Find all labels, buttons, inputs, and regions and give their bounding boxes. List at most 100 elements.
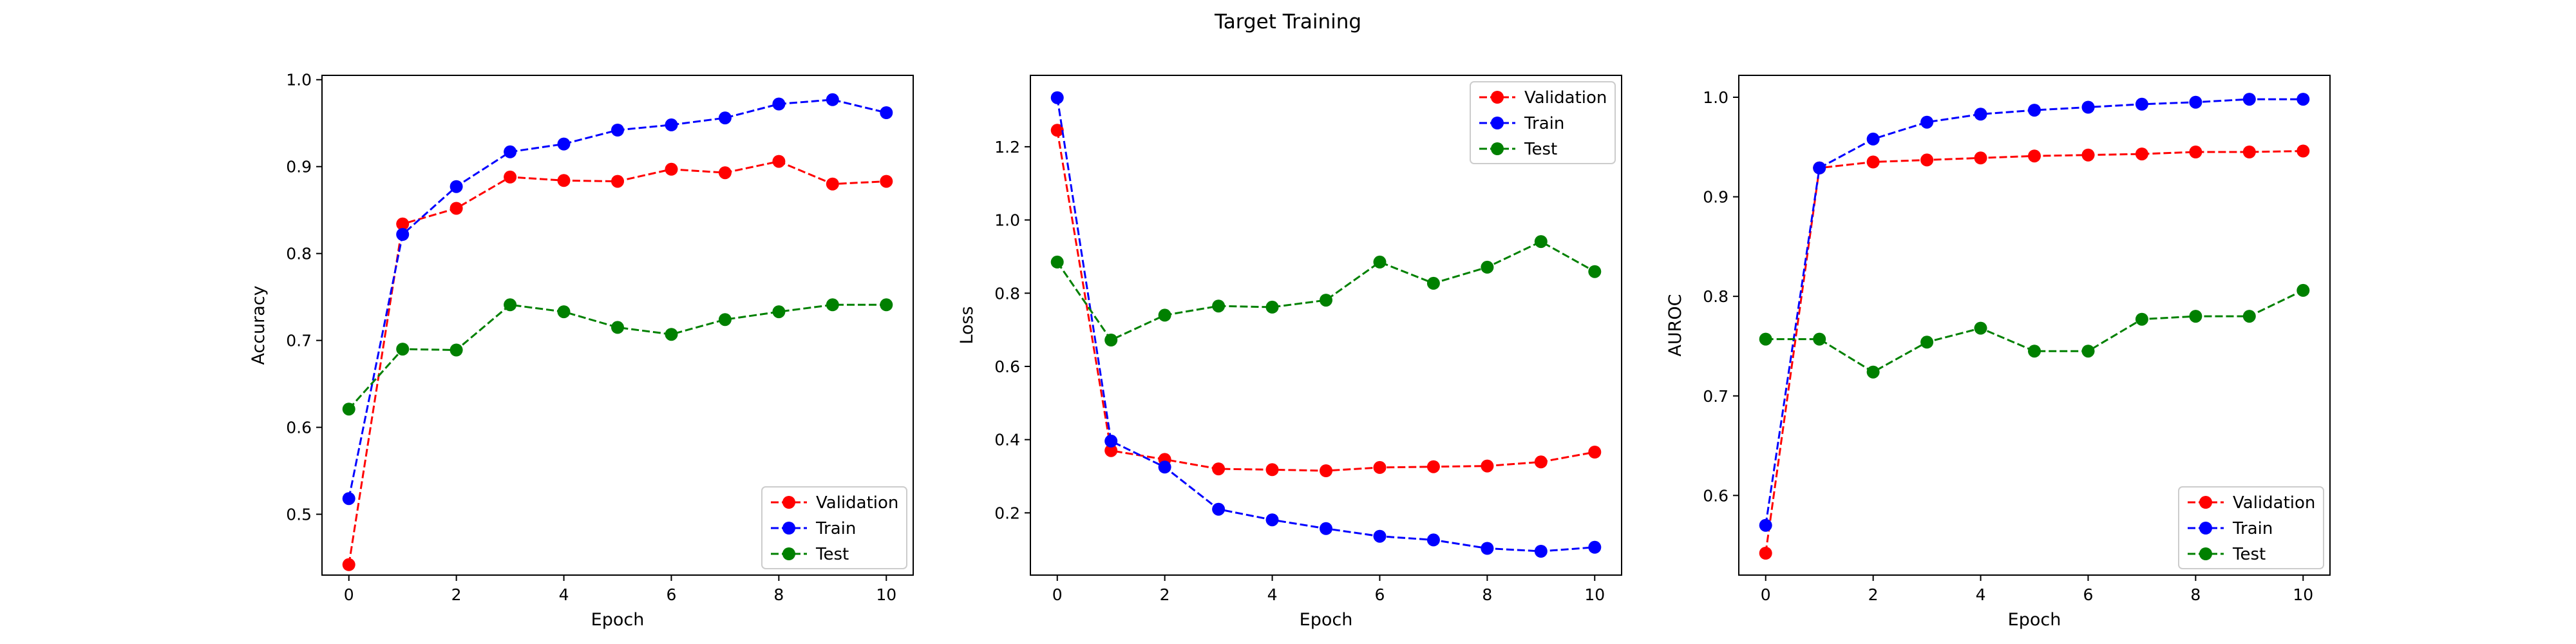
legend-label: Train	[1524, 114, 1564, 133]
data-point	[718, 313, 732, 327]
x-tick-label: 4	[1976, 585, 1986, 604]
data-point	[2242, 310, 2256, 323]
y-axis-label: AUROC	[1665, 294, 1685, 356]
data-point	[1265, 513, 1279, 527]
data-point	[557, 174, 571, 187]
data-point	[718, 111, 732, 125]
legend-label: Validation	[2233, 493, 2315, 513]
y-tick-label: 0.5	[286, 506, 312, 524]
data-point	[1588, 265, 1602, 278]
data-point	[611, 124, 624, 137]
data-point	[1050, 91, 1064, 104]
data-point	[450, 343, 463, 357]
data-point	[1104, 444, 1118, 457]
legend-marker	[1491, 142, 1504, 155]
data-point	[611, 321, 624, 334]
x-tick-label: 6	[667, 585, 677, 604]
data-point	[1320, 464, 1332, 477]
x-tick-label: 8	[773, 585, 784, 604]
subplot-2: 0 2 4 6 8 10 0.6 0.7 0.8 0.9 1.0 Epoch AUROC Validati…	[1665, 75, 2331, 630]
y-tick-label: 0.8	[994, 284, 1020, 303]
axes-frame	[321, 75, 914, 576]
legend-marker	[782, 547, 795, 560]
data-point	[826, 298, 839, 312]
y-tick-label: 0.8	[1703, 287, 1728, 306]
data-point	[1481, 260, 1494, 274]
x-tick-label: 10	[1584, 585, 1605, 604]
y-tick-label: 0.8	[286, 245, 312, 263]
data-point	[2297, 93, 2310, 106]
legend-label: Test	[1524, 140, 1557, 159]
data-point	[1813, 332, 1826, 346]
data-point	[772, 305, 786, 319]
data-point	[1373, 255, 1387, 269]
data-point	[1104, 334, 1118, 346]
data-point	[2135, 312, 2148, 326]
data-point	[826, 177, 839, 191]
data-point	[1212, 299, 1226, 313]
data-point	[665, 328, 678, 341]
data-point	[2242, 93, 2256, 106]
data-point	[1866, 155, 1880, 169]
data-point	[2135, 97, 2148, 111]
data-point	[1426, 276, 1440, 290]
data-point	[2189, 95, 2202, 109]
data-point	[342, 402, 355, 416]
x-tick-label: 6	[2083, 585, 2094, 604]
data-point	[1920, 336, 1934, 349]
y-tick-label: 1.0	[1703, 88, 1728, 107]
y-axis-label: Loss	[957, 306, 977, 344]
y-tick-label: 0.6	[994, 357, 1020, 376]
data-point	[1050, 255, 1064, 269]
legend-marker	[2199, 547, 2212, 560]
x-tick-label: 8	[1482, 585, 1492, 604]
data-point	[450, 180, 463, 193]
data-point	[826, 93, 839, 106]
data-point	[1534, 455, 1548, 469]
data-point	[1534, 545, 1548, 558]
legend-marker	[2199, 496, 2212, 509]
data-point	[665, 162, 678, 176]
data-point	[1759, 332, 1772, 346]
data-point	[1265, 300, 1279, 314]
y-tick-label: 0.6	[286, 419, 312, 437]
data-point	[1320, 522, 1332, 535]
legend-label: Train	[815, 519, 856, 538]
axes-frame	[1738, 75, 2331, 576]
data-point	[1373, 529, 1387, 543]
data-point	[1920, 153, 1934, 167]
data-point	[342, 558, 355, 571]
series-line-2	[348, 303, 887, 410]
legend-label: Validation	[816, 493, 898, 513]
data-point	[1212, 462, 1226, 476]
data-point	[1534, 235, 1548, 249]
data-point	[1158, 308, 1171, 322]
subplot-0: 0 2 4 6 8 10 0.5 0.6 0.7 0.8 0.9 1.0 Epoch Accuracy Va…	[249, 71, 914, 630]
data-point	[718, 166, 732, 180]
data-point	[2081, 345, 2095, 358]
y-tick-label: 0.7	[1703, 387, 1728, 406]
data-point	[342, 492, 355, 506]
x-tick-label: 2	[1868, 585, 1879, 604]
axes-frame	[1030, 75, 1622, 576]
legend-box	[761, 486, 907, 569]
data-point	[1588, 540, 1602, 554]
data-point	[772, 155, 786, 168]
data-point	[557, 137, 571, 151]
data-point	[1588, 446, 1602, 459]
figure-title: Target Training	[1214, 10, 1361, 33]
legend-box	[1470, 81, 1616, 164]
legend: Validation Train Test	[761, 486, 907, 569]
y-tick-label: 0.7	[286, 332, 312, 350]
legend: Validation Train Test	[2178, 486, 2324, 569]
legend-label: Train	[2232, 519, 2273, 538]
legend-marker	[782, 496, 795, 509]
data-point	[1974, 108, 1987, 121]
data-point	[396, 217, 410, 231]
data-point	[880, 175, 893, 188]
x-tick-label: 0	[1761, 585, 1771, 604]
series-line-2	[1056, 240, 1596, 341]
data-point	[504, 145, 517, 158]
data-point	[1320, 294, 1332, 307]
